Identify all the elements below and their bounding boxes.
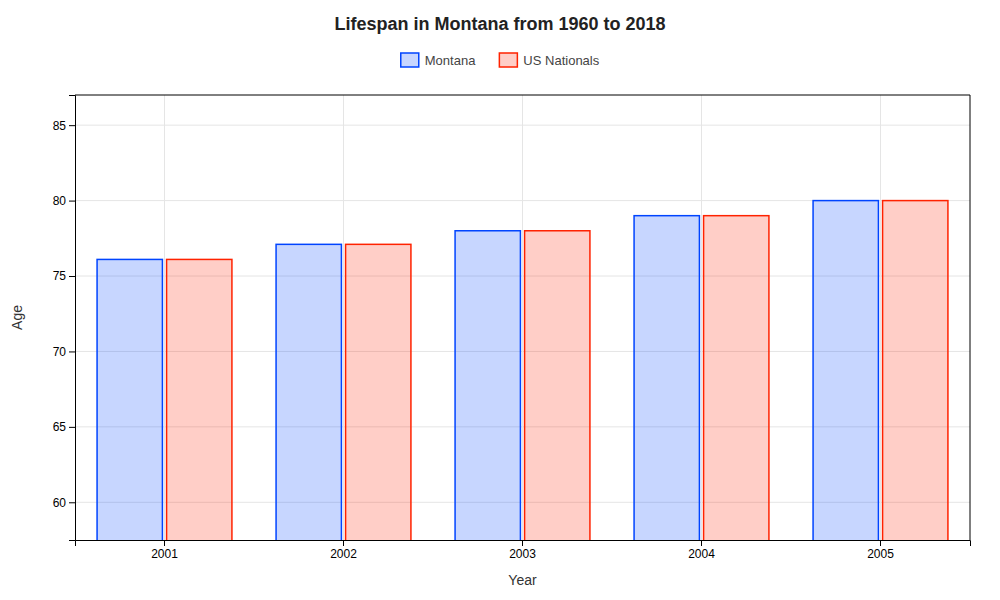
legend-swatch	[401, 53, 419, 67]
grid-line-x	[701, 95, 702, 540]
y-tick: 65	[53, 420, 75, 434]
y-tick-label: 60	[53, 496, 67, 510]
bar-series	[167, 201, 948, 540]
bar	[167, 259, 232, 540]
bar	[883, 201, 948, 540]
y-tick-label: 70	[53, 345, 67, 359]
x-tick-label: 2002	[330, 547, 357, 561]
x-tick: 2001	[151, 540, 178, 561]
plot-frame	[75, 95, 970, 96]
grid-line-x	[343, 95, 344, 540]
y-tick: 60	[53, 496, 75, 510]
bar	[813, 201, 878, 540]
x-tick-label: 2004	[688, 547, 715, 561]
y-tick-label: 75	[53, 269, 67, 283]
x-tick: 2002	[330, 540, 357, 561]
grid-line-x	[880, 95, 881, 540]
x-tick: 2004	[688, 540, 715, 561]
bars	[97, 201, 948, 540]
bar	[704, 216, 769, 540]
chart-container: 60 65 70 75 80 85 2001 2002 2003 2004 2005 Year Age L…	[0, 0, 1000, 600]
y-axis-title: Age	[9, 305, 25, 330]
bar-series	[97, 201, 878, 540]
bar	[97, 259, 162, 540]
legend: Montana US Nationals	[401, 53, 600, 68]
plot-frame	[970, 95, 971, 540]
y-tick: 75	[53, 269, 75, 283]
x-tick-mark	[343, 540, 344, 546]
x-tick-label: 2003	[509, 547, 536, 561]
x-tick-label: 2005	[867, 547, 894, 561]
y-tick-mark	[69, 502, 75, 503]
grid-line-x	[522, 95, 523, 540]
legend-swatch	[499, 53, 517, 67]
y-tick-label: 80	[53, 194, 67, 208]
y-tick-label: 65	[53, 420, 67, 434]
x-tick-mark	[522, 540, 523, 546]
bar	[525, 231, 590, 540]
x-tick-label: 2001	[151, 547, 178, 561]
x-axis: 2001 2002 2003 2004 2005	[76, 540, 971, 561]
x-tick: 2005	[867, 540, 894, 561]
x-tick-mark	[164, 540, 165, 546]
bar	[455, 231, 520, 540]
x-tick: 2003	[509, 540, 536, 561]
y-tick-mark	[69, 201, 75, 202]
x-tick-mark	[701, 540, 702, 546]
bar	[634, 216, 699, 540]
legend-label: Montana	[425, 53, 476, 68]
x-tick-mark	[880, 540, 881, 546]
y-tick-label: 85	[53, 119, 67, 133]
y-axis-line	[69, 96, 76, 541]
x-axis-title: Year	[508, 572, 537, 588]
grid-line-x	[164, 95, 165, 540]
legend-item: US Nationals	[499, 53, 599, 68]
y-tick: 70	[53, 345, 75, 359]
y-tick-mark	[69, 351, 75, 352]
chart-title: Lifespan in Montana from 1960 to 2018	[334, 14, 665, 34]
x-axis-line	[76, 541, 971, 547]
bar	[346, 244, 411, 540]
y-tick-mark	[69, 125, 75, 126]
y-axis: 60 65 70 75 80 85	[53, 96, 76, 541]
chart-svg: 60 65 70 75 80 85 2001 2002 2003 2004 2005 Year Age L…	[0, 0, 1000, 600]
y-tick-mark	[69, 427, 75, 428]
bar	[276, 244, 341, 540]
y-tick-mark	[69, 276, 75, 277]
legend-label: US Nationals	[523, 53, 599, 68]
legend-item: Montana	[401, 53, 476, 68]
y-tick: 85	[53, 119, 75, 133]
y-tick: 80	[53, 194, 75, 208]
plot-area: 60 65 70 75 80 85 2001 2002 2003 2004 2005	[53, 95, 971, 600]
